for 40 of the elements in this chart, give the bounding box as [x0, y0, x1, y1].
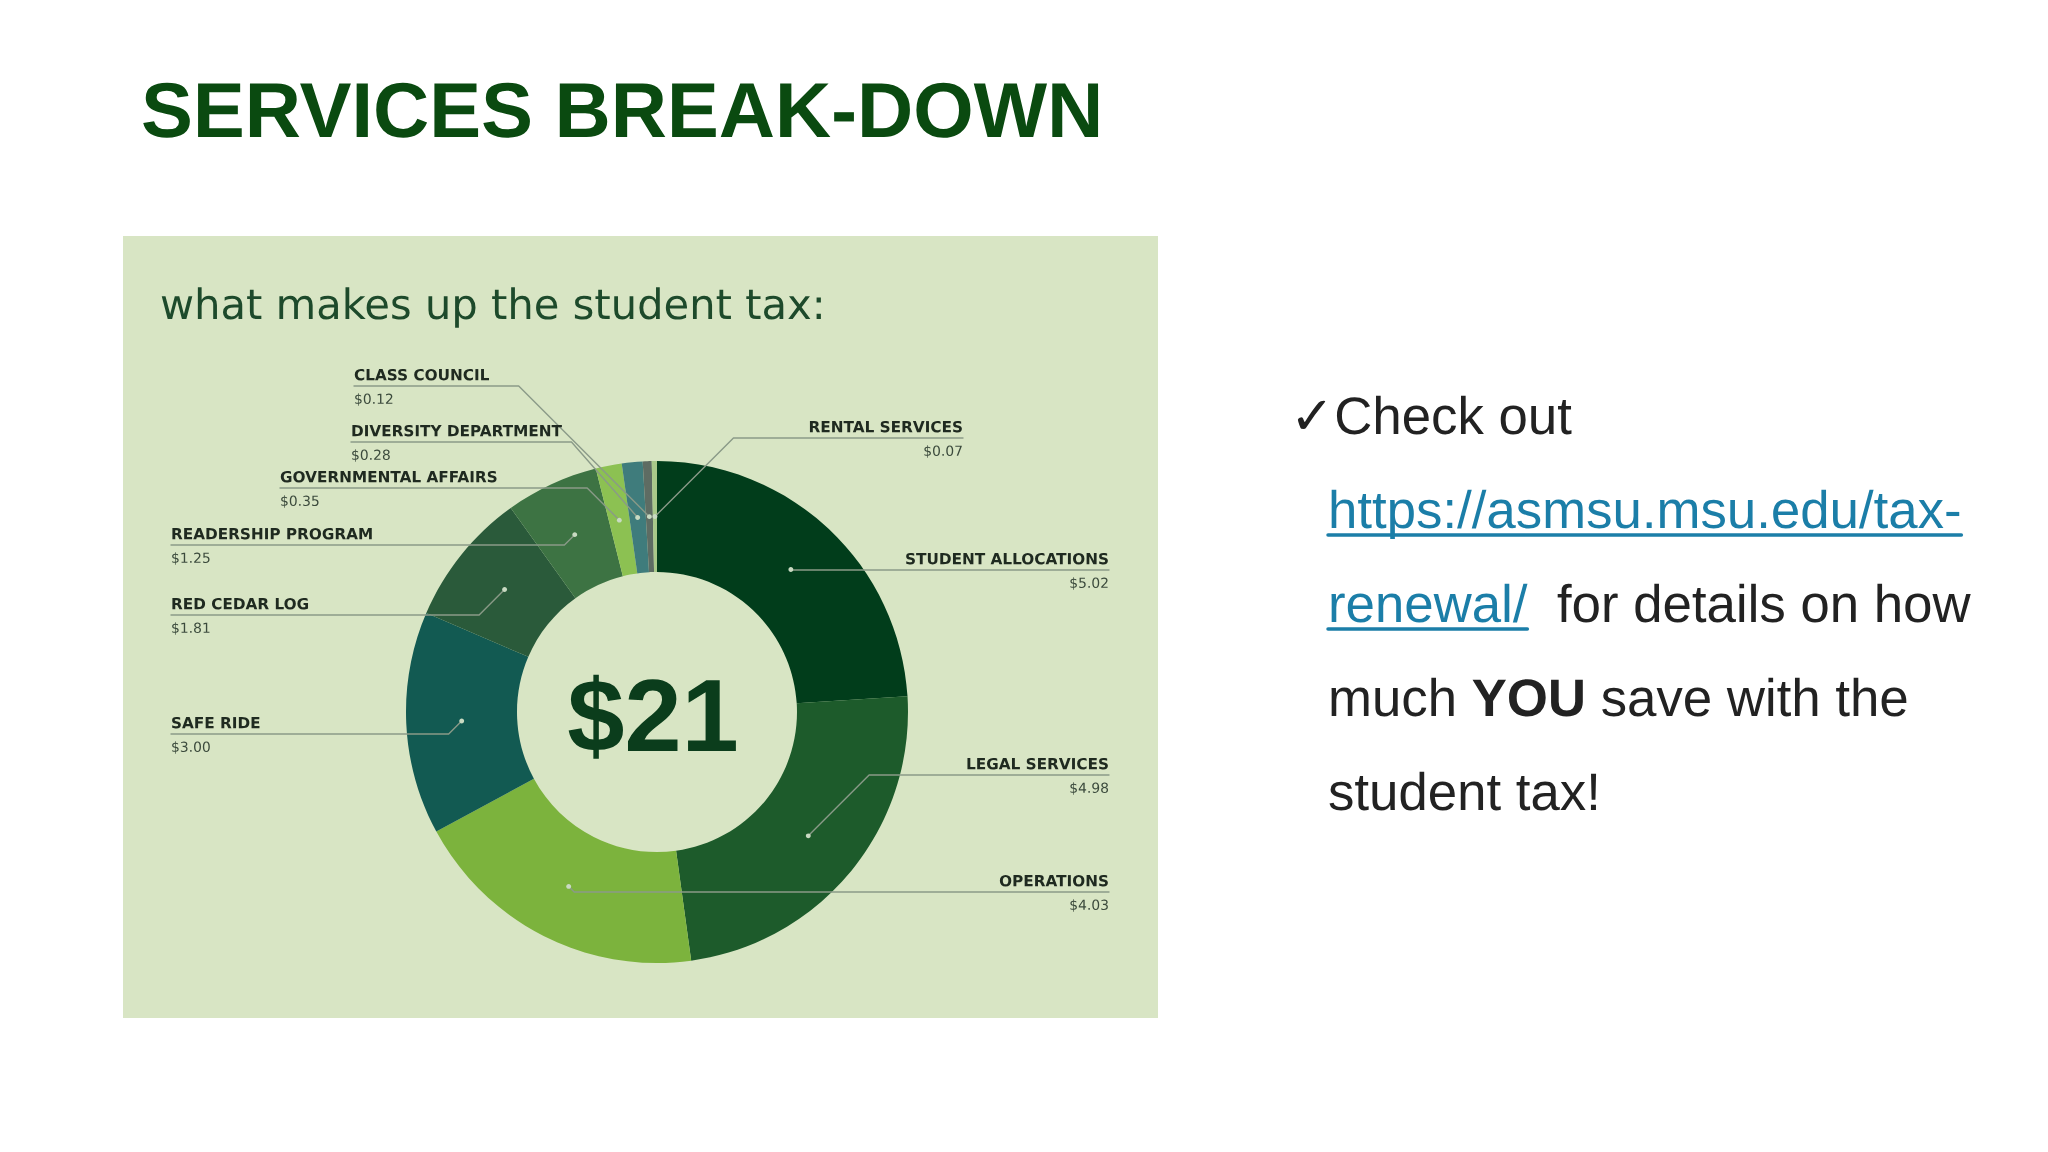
- chart-subtitle: what makes up the student tax:: [161, 287, 821, 328]
- text: much: [1331, 677, 1454, 717]
- text: ✓: [1297, 400, 1326, 429]
- text: YOU: [1472, 679, 1583, 717]
- slice-label: GOVERNMENTAL AFFAIRS: [280, 470, 497, 483]
- slice-label: SAFE RIDE: [172, 716, 260, 729]
- data-label: $3.00: [172, 741, 210, 754]
- text: https://asmsu.msu.edu/tax-: [1331, 489, 1960, 539]
- slice-label: RED CEDAR LOG: [172, 597, 309, 610]
- slice-label: OPERATIONS: [999, 874, 1108, 887]
- donut-slice: [406, 613, 534, 832]
- text: save with the: [1602, 677, 1907, 717]
- chart-title: SERVICES BREAK-DOWN: [143, 82, 1099, 138]
- slice-label: DIVERSITY DEPARTMENT: [352, 424, 562, 437]
- data-label: $0.35: [281, 495, 319, 508]
- donut-slice: [651, 461, 657, 573]
- text: $21: [568, 674, 736, 759]
- data-label: $0.12: [355, 393, 393, 406]
- slice-label: STUDENT ALLOCATIONS: [906, 552, 1108, 565]
- donut-slice: [642, 461, 655, 573]
- text: student tax!: [1329, 771, 1597, 811]
- data-label: $5.02: [1070, 577, 1108, 590]
- slice-label: LEGAL SERVICES: [967, 757, 1108, 770]
- donut-slice: [621, 461, 650, 574]
- text: for details on how: [1557, 583, 1971, 623]
- text: Check out: [1336, 395, 1572, 435]
- data-label: $4.03: [1070, 899, 1108, 912]
- donut-slice: [510, 468, 623, 599]
- data-label: $1.25: [172, 552, 210, 565]
- data-label: $4.98: [1070, 782, 1109, 795]
- slice-label: READERSHIP PROGRAM: [172, 527, 372, 540]
- slice-label: RENTAL SERVICES: [809, 420, 962, 433]
- slice-label: CLASS COUNCIL: [354, 368, 490, 381]
- donut-slice: [595, 463, 638, 577]
- data-label: $0.28: [352, 449, 390, 462]
- data-label: $1.81: [172, 622, 210, 635]
- data-label: $0.07: [924, 445, 962, 458]
- donut-slice: [436, 778, 692, 963]
- text: renewal/: [1331, 583, 1528, 623]
- donut-slice: [426, 508, 576, 657]
